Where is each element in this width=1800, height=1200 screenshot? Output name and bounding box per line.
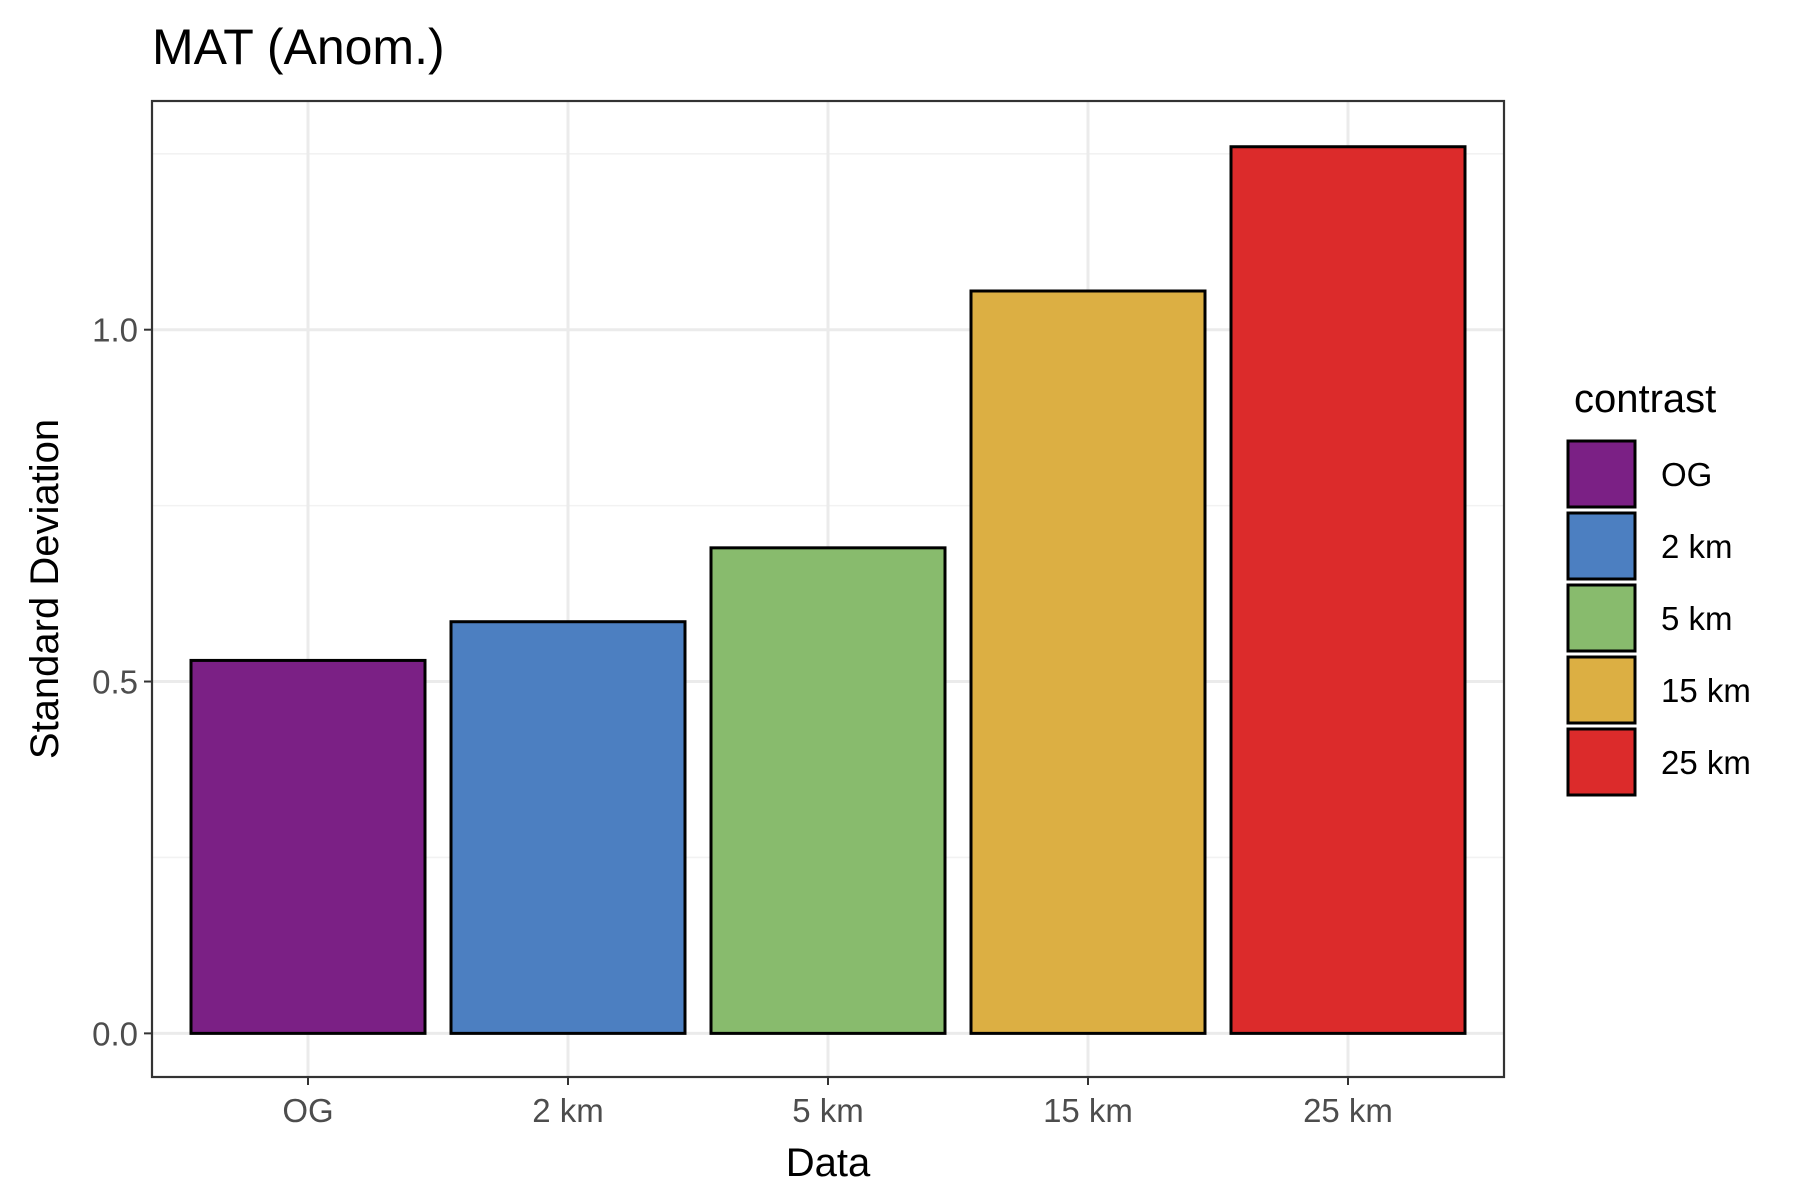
y-axis-title: Standard Deviation (23, 419, 67, 759)
bar-og (189, 658, 427, 1035)
legend: contrast OG 2 km 5 km 15 km 25 km (1566, 377, 1751, 797)
legend-key (1566, 727, 1637, 797)
legend-title: contrast (1574, 377, 1716, 421)
bar-15-km (969, 289, 1207, 1035)
legend-key (1566, 439, 1637, 509)
y-axis: 0.0 0.5 1.0 (92, 312, 152, 1052)
y-tick-label: 0.0 (92, 1015, 138, 1052)
x-tick-label: 5 km (792, 1092, 864, 1129)
legend-key (1566, 583, 1637, 653)
bar-5-km (709, 546, 947, 1035)
y-tick-label: 1.0 (92, 312, 138, 349)
x-tick-label: 2 km (532, 1092, 604, 1129)
legend-key (1566, 655, 1637, 725)
legend-label: 25 km (1661, 744, 1751, 781)
legend-label: 15 km (1661, 672, 1751, 709)
x-tick-label: OG (282, 1092, 333, 1129)
bar-25-km (1229, 145, 1467, 1035)
y-tick-label: 0.5 (92, 664, 138, 701)
bar-2-km (449, 620, 687, 1035)
x-axis-title: Data (786, 1141, 871, 1185)
legend-label: 2 km (1661, 528, 1733, 565)
chart-title: MAT (Anom.) (152, 19, 445, 75)
legend-key (1566, 511, 1637, 581)
bars (189, 145, 1467, 1035)
x-tick-label: 15 km (1043, 1092, 1133, 1129)
x-tick-label: 25 km (1303, 1092, 1393, 1129)
x-axis: OG 2 km 5 km 15 km 25 km (282, 1077, 1393, 1129)
legend-label: 5 km (1661, 600, 1733, 637)
legend-label: OG (1661, 456, 1712, 493)
